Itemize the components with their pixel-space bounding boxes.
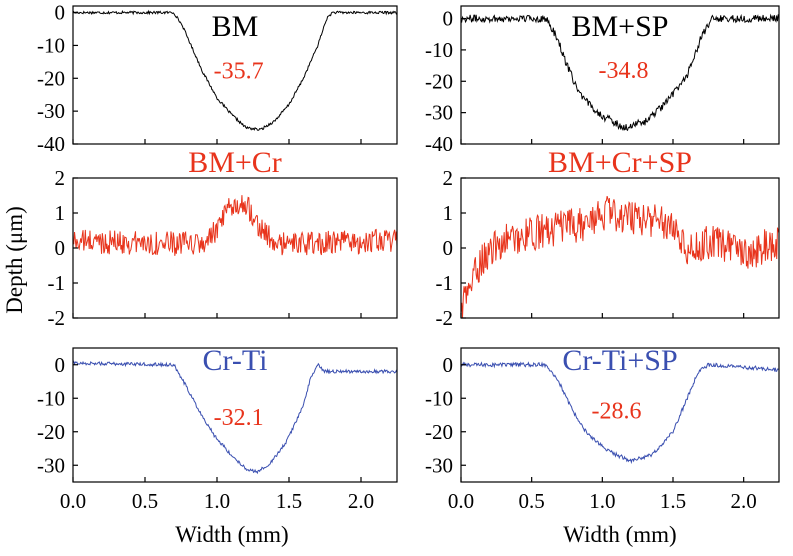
- y-tick-label-bm-cr-sp: 1: [443, 201, 454, 225]
- y-tick-label-cr-ti-sp: 0: [443, 353, 454, 377]
- x-tick-label-cr-ti-sp: 0.5: [519, 489, 545, 513]
- x-tick-label-cr-ti-sp: 0.0: [448, 489, 474, 513]
- y-tick-label-bm: -40: [37, 132, 65, 156]
- x-tick-label-cr-ti: 1.5: [276, 489, 302, 513]
- panel-title-bm-sp: BM+SP: [572, 10, 669, 43]
- y-tick-label-cr-ti: -30: [37, 453, 65, 477]
- series-line-bm-cr: [72, 195, 398, 256]
- y-tick-label-bm-sp: -20: [425, 69, 453, 93]
- x-tick-label-cr-ti-sp: 2.0: [731, 489, 757, 513]
- y-tick-label-cr-ti: -10: [37, 386, 65, 410]
- x-axis-label-right: Width (mm): [563, 522, 676, 547]
- x-tick-label-cr-ti-sp: 1.5: [660, 489, 686, 513]
- min-depth-label-cr-ti-sp: -28.6: [591, 398, 641, 424]
- x-tick-label-cr-ti: 1.0: [204, 489, 230, 513]
- series-line-bm-sp: [460, 13, 780, 132]
- panel-title-bm: BM: [212, 10, 259, 43]
- y-tick-label-bm-cr-sp: 2: [443, 166, 454, 190]
- min-depth-label-bm: -35.7: [214, 58, 264, 84]
- series-line-cr-ti: [72, 360, 398, 475]
- series-line-bm: [72, 9, 398, 131]
- panel-bm-sp: 0 -10 -20 -30 -40 BM+SP -34.8: [425, 5, 780, 156]
- y-tick-label-bm-sp: 0: [443, 7, 454, 31]
- x-axis-label-left: Width (mm): [175, 522, 288, 547]
- y-tick-label-bm-sp: -40: [425, 132, 453, 156]
- y-tick-label-bm: 0: [55, 1, 66, 25]
- y-tick-label-bm-cr-sp: -1: [436, 271, 454, 295]
- x-tick-label-cr-ti: 0.0: [60, 489, 86, 513]
- panel-title-bm-cr-sp: BM+Cr+SP: [548, 146, 692, 179]
- plot-frame-cr-ti-sp: [460, 347, 780, 483]
- y-tick-label-bm: -20: [37, 66, 65, 90]
- y-tick-label-bm-sp: -30: [425, 101, 453, 125]
- y-tick-label-cr-ti-sp: -20: [425, 420, 453, 444]
- panel-title-bm-cr: BM+Cr: [188, 146, 282, 179]
- x-tick-label-cr-ti-sp: 1.0: [589, 489, 615, 513]
- y-tick-label-bm-cr-sp: -2: [436, 306, 454, 330]
- plot-frame-bm: [72, 5, 398, 145]
- y-tick-label-cr-ti-sp: -30: [425, 453, 453, 477]
- y-tick-label-bm-cr: -2: [48, 306, 66, 330]
- panels-group: 0-10-20-30-40BM-35.70-10-20-30-40BM+SP-3…: [37, 1, 780, 513]
- plot-frame-bm-sp: [460, 5, 780, 145]
- y-tick-label-bm-cr: 2: [55, 166, 66, 190]
- panel-title-cr-ti: Cr-Ti: [203, 344, 268, 377]
- min-depth-label-bm-sp: -34.8: [599, 58, 649, 84]
- y-tick-label-bm: -30: [37, 99, 65, 123]
- y-tick-label-bm-cr: -1: [48, 271, 66, 295]
- y-tick-label-cr-ti: -20: [37, 420, 65, 444]
- panel-bm: 0 -10 -20 -30 -40 BM -35.7: [37, 1, 398, 156]
- y-tick-label-bm: -10: [37, 33, 65, 57]
- y-tick-label-bm-cr-sp: 0: [443, 236, 454, 260]
- y-tick-label-bm-cr: 1: [55, 201, 66, 225]
- panel-bm-cr-sp: 2 1 0 -1 -2 BM+Cr+SP: [436, 146, 780, 330]
- series-line-bm-cr-sp: [460, 195, 780, 319]
- plot-frame-cr-ti: [72, 347, 398, 483]
- panel-bm-cr: 2 1 0 -1 -2 BM+Cr: [48, 146, 398, 330]
- y-tick-label-cr-ti-sp: -10: [425, 386, 453, 410]
- x-tick-label-cr-ti: 2.0: [348, 489, 374, 513]
- min-depth-label-cr-ti: -32.1: [214, 405, 264, 431]
- x-tick-label-cr-ti: 0.5: [132, 489, 158, 513]
- y-tick-label-cr-ti: 0: [55, 353, 66, 377]
- panel-cr-ti-sp: 0 -10 -20 -30 0.0 0.5 1.0 1.5 2.0 Cr-Ti+SP -28.6: [425, 344, 780, 513]
- y-tick-label-bm-sp: -10: [425, 38, 453, 62]
- y-axis-label: Depth (μm): [2, 206, 27, 314]
- series-line-cr-ti-sp: [460, 361, 780, 465]
- y-tick-label-bm-cr: 0: [55, 236, 66, 260]
- panel-cr-ti: 0 -10 -20 -30 0.0 0.5 1.0 1.5 2.0 Cr-Ti -32.1: [37, 344, 398, 513]
- panel-title-cr-ti-sp: Cr-Ti+SP: [562, 344, 677, 377]
